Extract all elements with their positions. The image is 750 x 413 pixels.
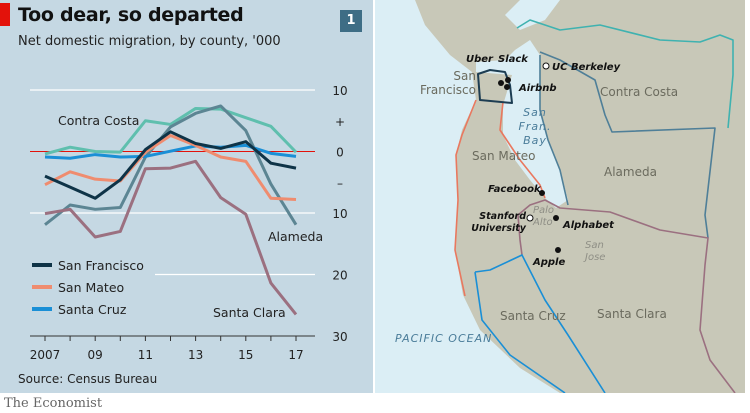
y-tick-label: 30 [332,330,347,344]
chart-panel: Too dear, so departed Net domestic migra… [0,0,373,393]
alameda-border [539,55,569,206]
airbnb-marker [504,84,510,90]
san-francisco-border [477,69,513,104]
series-line-san-mateo [44,134,297,201]
santa-clara-border [517,199,736,393]
y-tick-label: 10 [332,207,347,221]
y-tick-label: 10 [332,84,347,98]
label-uber: Uber [466,54,494,65]
city-label-san-jose: San Jose [585,240,606,263]
slack-marker [505,77,511,83]
x-tick-label: 11 [138,348,153,362]
county-label-alameda: Alameda [604,165,657,179]
north-bay-water [505,0,560,30]
y-tick-label: – [337,176,343,190]
county-label-san-mateo: San Mateo [472,149,536,163]
ocean-label: PACIFIC OCEAN [395,332,492,345]
series-label-contra-costa: Contra Costa [58,113,139,128]
legend-label: Santa Cruz [58,302,127,317]
chart-subtitle: Net domestic migration, by county, '000 [18,34,281,49]
bay-area-map: Contra Costa San Mateo Alameda Santa Cla… [375,0,745,393]
santa-cruz-border [474,254,606,393]
x-tick-label: 2007 [30,348,61,362]
county-label-santa-clara: Santa Clara [597,307,667,321]
label-slack: Slack [498,54,529,65]
uber-marker [498,80,504,86]
brand-name: The Economist [4,396,103,411]
bay-water [476,40,568,208]
series-label-alameda: Alameda [268,229,323,244]
series-label-santa-clara: Santa Clara [213,305,286,320]
label-airbnb: Airbnb [518,83,557,94]
city-label-palo-alto: Palo Alto [533,205,555,228]
facebook-marker [539,190,545,196]
label-apple: Apple [532,257,565,268]
pacific-ocean-water [375,0,560,393]
chart-number-badge: 1 [340,10,362,32]
x-tick-label: 13 [188,348,203,362]
source-note: Source: Census Bureau [18,372,158,386]
x-tick-label: 17 [288,348,303,362]
san-mateo-border [454,99,546,297]
county-label-santa-cruz: Santa Cruz [500,309,566,323]
y-tick-label: 0 [336,146,344,160]
chart-title: Too dear, so departed [18,4,244,26]
label-uc-berkeley: UC Berkeley [552,62,621,73]
label-stanford-university: Stanford University [471,211,526,234]
stanford-marker [526,214,534,222]
red-accent-bar [0,3,10,26]
legend-label: San Francisco [58,258,144,273]
legend-label: San Mateo [58,280,124,295]
line-chart: 10 +0 – 10 20 30 2007 09 11 13 15 17 Contra Costa Ala… [30,84,348,362]
y-tick-label: + [335,115,345,129]
y-tick-label: 20 [332,269,347,283]
series-line-santa-clara [44,159,298,316]
alphabet-marker [553,215,559,221]
county-label-san-francisco: San Francisco [419,69,476,97]
county-label-contra-costa: Contra Costa [600,85,678,99]
contra-costa-border [516,19,734,129]
apple-marker [555,247,561,253]
series-line-contra-costa [44,106,298,156]
alameda-east-border [539,51,716,239]
x-tick-label: 09 [88,348,103,362]
uc-berkeley-marker [542,62,550,70]
bay-label: San Fran. Bay [518,106,552,147]
label-facebook: Facebook [488,184,542,195]
label-alphabet: Alphabet [562,220,615,231]
series-line-san-francisco [44,130,297,200]
x-tick-label: 15 [238,348,253,362]
